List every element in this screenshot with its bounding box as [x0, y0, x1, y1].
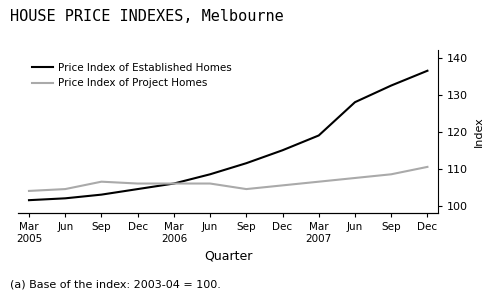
Legend: Price Index of Established Homes, Price Index of Project Homes: Price Index of Established Homes, Price … [27, 59, 236, 92]
Price Index of Project Homes [244, 187, 250, 191]
Price Index of Established Homes [135, 187, 141, 191]
Price Index of Established Homes [98, 193, 104, 196]
Line: Price Index of Established Homes: Price Index of Established Homes [29, 71, 428, 200]
Price Index of Established Homes [62, 196, 68, 200]
Price Index of Project Homes [26, 189, 32, 193]
Price Index of Established Homes [244, 161, 250, 165]
Price Index of Project Homes [62, 187, 68, 191]
Price Index of Project Homes [316, 180, 322, 183]
Price Index of Project Homes [135, 182, 141, 185]
Price Index of Established Homes [26, 199, 32, 202]
Price Index of Established Homes [425, 69, 431, 73]
Price Index of Established Homes [279, 148, 285, 152]
Price Index of Project Homes [279, 183, 285, 187]
Price Index of Established Homes [316, 134, 322, 137]
Price Index of Project Homes [388, 173, 394, 176]
Y-axis label: Index: Index [474, 117, 484, 147]
Price Index of Established Homes [388, 84, 394, 87]
Price Index of Project Homes [425, 165, 431, 169]
Price Index of Established Homes [171, 182, 177, 185]
Text: (a) Base of the index: 2003-04 = 100.: (a) Base of the index: 2003-04 = 100. [10, 279, 221, 289]
Line: Price Index of Project Homes: Price Index of Project Homes [29, 167, 428, 191]
Price Index of Project Homes [98, 180, 104, 183]
Price Index of Project Homes [352, 176, 358, 180]
Price Index of Established Homes [352, 100, 358, 104]
Price Index of Project Homes [207, 182, 213, 185]
X-axis label: Quarter: Quarter [204, 249, 252, 262]
Price Index of Project Homes [171, 182, 177, 185]
Text: HOUSE PRICE INDEXES, Melbourne: HOUSE PRICE INDEXES, Melbourne [10, 9, 284, 24]
Price Index of Established Homes [207, 173, 213, 176]
